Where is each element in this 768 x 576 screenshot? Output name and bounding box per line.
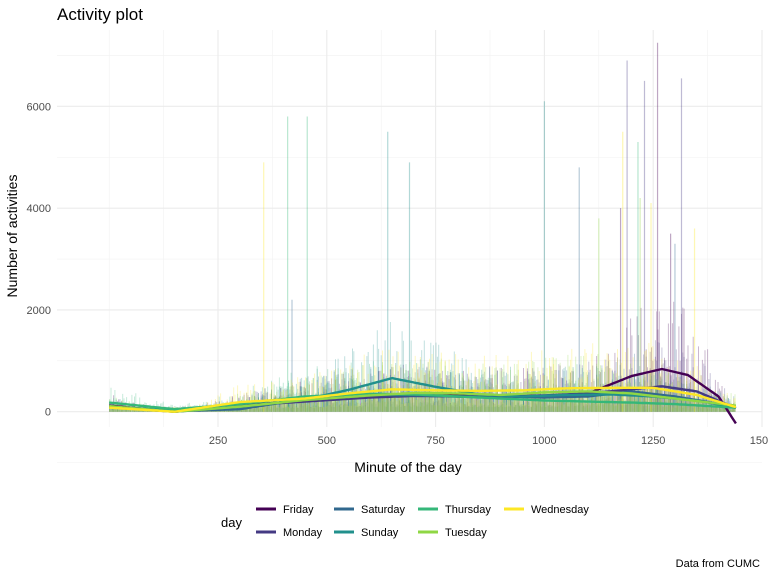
x-tick-label: 1000 bbox=[532, 435, 556, 447]
x-tick-label: 500 bbox=[318, 435, 336, 447]
smooth-line-wednesday bbox=[109, 386, 737, 413]
smooth-lines bbox=[109, 367, 737, 425]
legend-label-sunday: Sunday bbox=[361, 527, 399, 539]
legend-items: Friday Monday Saturday Sunday Thursday Tuesda… bbox=[256, 504, 589, 539]
legend-label-saturday: Saturday bbox=[361, 504, 406, 516]
x-tick-label: 250 bbox=[209, 435, 227, 447]
y-axis-title: Number of activities bbox=[4, 175, 20, 298]
legend-title: day bbox=[221, 515, 242, 530]
legend: day Friday Monday Saturday Sunday Thursday Tu… bbox=[221, 504, 589, 539]
y-axis-tick-labels: 0 2000 4000 6000 bbox=[27, 101, 51, 418]
y-tick-label: 4000 bbox=[27, 203, 51, 215]
legend-label-friday: Friday bbox=[283, 504, 314, 516]
legend-label-tuesday: Tuesday bbox=[445, 527, 487, 539]
y-tick-label: 0 bbox=[45, 407, 51, 419]
chart-title: Activity plot bbox=[57, 5, 143, 24]
smooth-line-tuesday bbox=[109, 390, 737, 413]
legend-label-wednesday: Wednesday bbox=[531, 504, 589, 516]
x-axis-title: Minute of the day bbox=[354, 459, 461, 475]
legend-label-monday: Monday bbox=[283, 527, 323, 539]
raw-activity-bars bbox=[109, 42, 736, 412]
legend-label-thursday: Thursday bbox=[445, 504, 491, 516]
x-tick-label: 750 bbox=[426, 435, 444, 447]
chart-caption: Data from CUMC bbox=[676, 558, 760, 570]
x-tick-label: 1250 bbox=[641, 435, 665, 447]
y-tick-label: 6000 bbox=[27, 101, 51, 113]
y-tick-label: 2000 bbox=[27, 305, 51, 317]
grid-minor bbox=[57, 30, 762, 463]
